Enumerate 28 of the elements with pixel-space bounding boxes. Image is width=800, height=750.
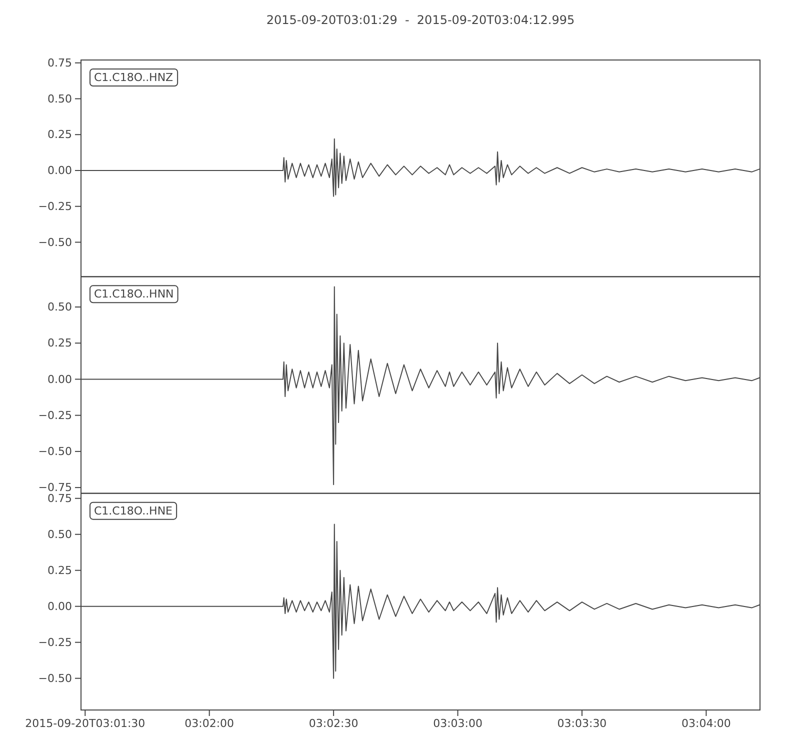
y-tick-label: 0.25 — [48, 564, 72, 577]
chart-title: 2015-09-20T03:01:29 - 2015-09-20T03:04:12.995 — [266, 13, 575, 27]
y-tick-label: −0.25 — [38, 636, 72, 649]
x-tick-label: 03:02:00 — [184, 716, 234, 730]
y-tick-label: −0.25 — [38, 408, 72, 422]
x-tick-label: 03:03:00 — [433, 716, 482, 730]
y-tick-label: −0.50 — [38, 672, 72, 685]
y-tick-label: 0.50 — [48, 300, 72, 314]
y-tick-label: −0.25 — [38, 200, 72, 213]
annotation: C1.C18O..HNN — [94, 288, 174, 301]
y-tick-label: −0.50 — [38, 444, 72, 458]
y-tick-label: −0.75 — [38, 481, 72, 494]
y-tick-label: −0.50 — [38, 236, 72, 249]
y-tick-label: 0.50 — [48, 92, 72, 106]
y-tick-label: 0.50 — [48, 528, 72, 541]
x-tick-label: 2015-09-20T03:01:30 — [25, 716, 146, 730]
annotation: C1.C18O..HNZ — [94, 71, 174, 84]
annotation: C1.C18O..HNE — [94, 504, 173, 518]
y-tick-label: 0.75 — [48, 492, 72, 505]
y-tick-label: 0.25 — [48, 336, 72, 350]
y-tick-label: 0.00 — [48, 372, 72, 386]
y-tick-label: 0.00 — [48, 600, 72, 613]
x-tick-label: 03:03:30 — [557, 716, 607, 730]
y-tick-label: 0.25 — [48, 128, 72, 142]
y-tick-label: 0.75 — [48, 56, 72, 70]
x-tick-label: 03:04:00 — [681, 716, 731, 730]
y-tick-label: 0.00 — [48, 164, 72, 178]
x-tick-label: 03:02:30 — [308, 716, 358, 730]
